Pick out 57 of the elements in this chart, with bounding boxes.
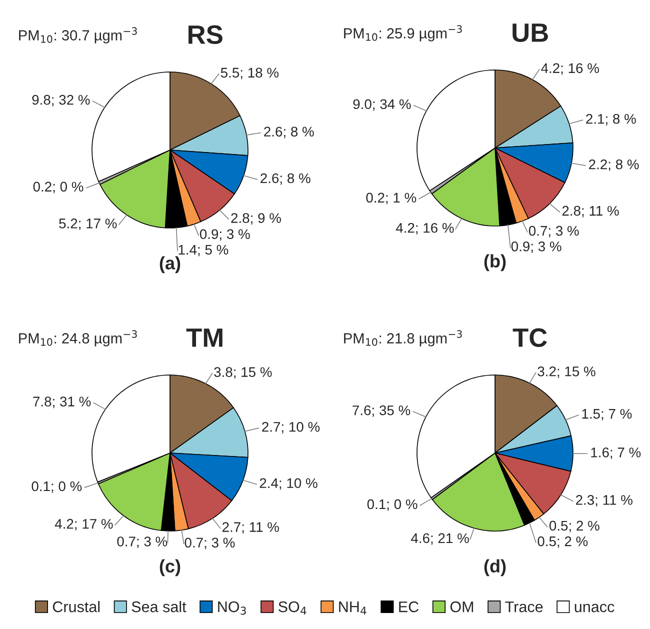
data-label: 2.8; 11 % [562, 206, 619, 218]
chart-title: TC [512, 328, 547, 347]
data-label: 5.5; 18 % [220, 68, 279, 80]
data-label: 5.2; 17 % [59, 218, 117, 230]
data-label: 0.2; 1 % [366, 192, 416, 204]
legend-label: Crustal [52, 601, 100, 612]
data-label: 2.4; 10 % [260, 478, 318, 490]
data-label: 0.7; 3 % [117, 536, 168, 548]
legend-label: NO$_{3}$ [218, 601, 246, 615]
data-label: 2.1; 8 % [586, 114, 636, 126]
data-label: 0.1; 0 % [367, 499, 418, 511]
data-label: 0.9; 3 % [200, 229, 250, 241]
data-label: 0.7; 3 % [184, 538, 235, 550]
chart-title: UB [512, 24, 548, 42]
data-label: 2.6; 8 % [264, 126, 314, 138]
data-label: 1.4; 5 % [178, 244, 228, 256]
data-label: 4.2; 17 % [54, 518, 113, 530]
chart-title: RS [188, 25, 222, 44]
data-label: 0.2; 0 % [33, 182, 84, 194]
chart-subtitle: PM$_{10}$: 30.7 µgm$^{−3}$ [19, 27, 137, 44]
data-label: 9.8; 32 % [32, 94, 90, 106]
legend-label: SO$_{4}$ [278, 601, 306, 615]
text: (a) [160, 256, 180, 274]
legend-label: unacc [574, 604, 614, 612]
data-label: 0.5; 2 % [538, 536, 588, 548]
text: (d) [484, 559, 506, 576]
data-label: 4.2; 16 % [541, 63, 599, 75]
text: (b) [484, 254, 506, 272]
chart-title: TM [186, 328, 222, 347]
legend-label: OM [450, 601, 474, 612]
data-label: 2.8; 9 % [231, 213, 281, 225]
data-label: 3.8; 15 % [214, 367, 272, 379]
text: (c) [160, 559, 180, 576]
data-label: 1.6; 7 % [591, 448, 641, 460]
data-label: 3.2; 15 % [538, 366, 596, 378]
data-label: 1.5; 7 % [582, 408, 632, 420]
legend-label: EC [399, 601, 419, 612]
legend-label: Trace [505, 602, 543, 612]
data-label: 0.9; 3 % [511, 241, 562, 253]
legend-label: NH$_{4}$ [339, 602, 366, 615]
chart-subtitle: PM$_{10}$: 25.9 µgm$^{−3}$ [344, 25, 462, 42]
data-label: 7.6; 35 % [352, 405, 410, 417]
legend-label: Sea salt [132, 601, 186, 612]
data-label: 2.3; 11 % [576, 495, 632, 507]
data-label: 4.2; 16 % [396, 222, 454, 234]
chart-subtitle: PM$_{10}$: 24.8 µgm$^{−3}$ [19, 330, 137, 346]
data-label: 2.7; 10 % [262, 422, 320, 434]
data-label: 2.2; 8 % [589, 159, 639, 171]
data-label: 7.8; 31 % [33, 396, 91, 408]
data-label: 4.6; 21 % [411, 533, 469, 545]
data-label: 0.5; 2 % [549, 520, 600, 532]
data-label: 0.7; 3 % [528, 226, 579, 238]
data-label: 2.7; 11 % [222, 522, 279, 534]
data-label: 2.6; 8 % [260, 173, 310, 185]
chart-subtitle: PM$_{10}$: 21.8 µgm$^{−3}$ [344, 330, 462, 346]
data-label: 0.1; 0 % [32, 481, 82, 493]
data-label: 9.0; 34 % [353, 99, 411, 111]
